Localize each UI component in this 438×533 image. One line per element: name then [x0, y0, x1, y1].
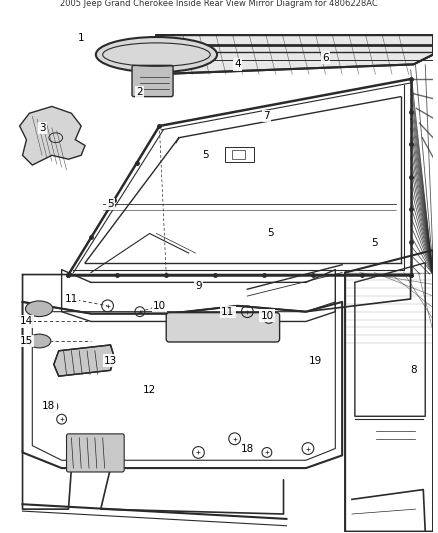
- Polygon shape: [54, 345, 114, 376]
- Text: 5: 5: [371, 238, 378, 248]
- FancyBboxPatch shape: [166, 313, 279, 342]
- Polygon shape: [156, 35, 433, 74]
- Ellipse shape: [25, 301, 53, 317]
- Text: 10: 10: [153, 301, 166, 311]
- Text: 10: 10: [260, 311, 273, 320]
- Text: 2005 Jeep Grand Cherokee Inside Rear View Mirror Diagram for 4806228AC: 2005 Jeep Grand Cherokee Inside Rear Vie…: [60, 0, 378, 8]
- Text: 5: 5: [268, 229, 274, 238]
- Polygon shape: [20, 107, 85, 165]
- Text: 11: 11: [65, 294, 78, 304]
- Text: 7: 7: [264, 111, 270, 121]
- Text: 1: 1: [78, 33, 85, 43]
- Bar: [232, 150, 245, 159]
- Text: 3: 3: [39, 123, 46, 133]
- Text: 13: 13: [104, 356, 117, 366]
- Text: 19: 19: [309, 356, 322, 366]
- Text: 5: 5: [107, 199, 114, 209]
- Ellipse shape: [96, 37, 217, 72]
- Ellipse shape: [28, 334, 51, 348]
- Text: 12: 12: [143, 385, 156, 395]
- Text: 6: 6: [322, 53, 329, 62]
- Text: 11: 11: [221, 306, 234, 317]
- FancyBboxPatch shape: [132, 66, 173, 96]
- Text: 18: 18: [42, 401, 56, 411]
- Text: 9: 9: [195, 281, 202, 291]
- Text: 14: 14: [20, 317, 33, 326]
- Text: 15: 15: [20, 336, 33, 346]
- Text: 4: 4: [234, 59, 241, 69]
- Bar: [225, 148, 254, 162]
- Text: 2: 2: [137, 87, 143, 97]
- FancyBboxPatch shape: [67, 434, 124, 472]
- Text: 18: 18: [241, 443, 254, 454]
- Text: 5: 5: [202, 150, 208, 160]
- Text: 8: 8: [410, 365, 417, 375]
